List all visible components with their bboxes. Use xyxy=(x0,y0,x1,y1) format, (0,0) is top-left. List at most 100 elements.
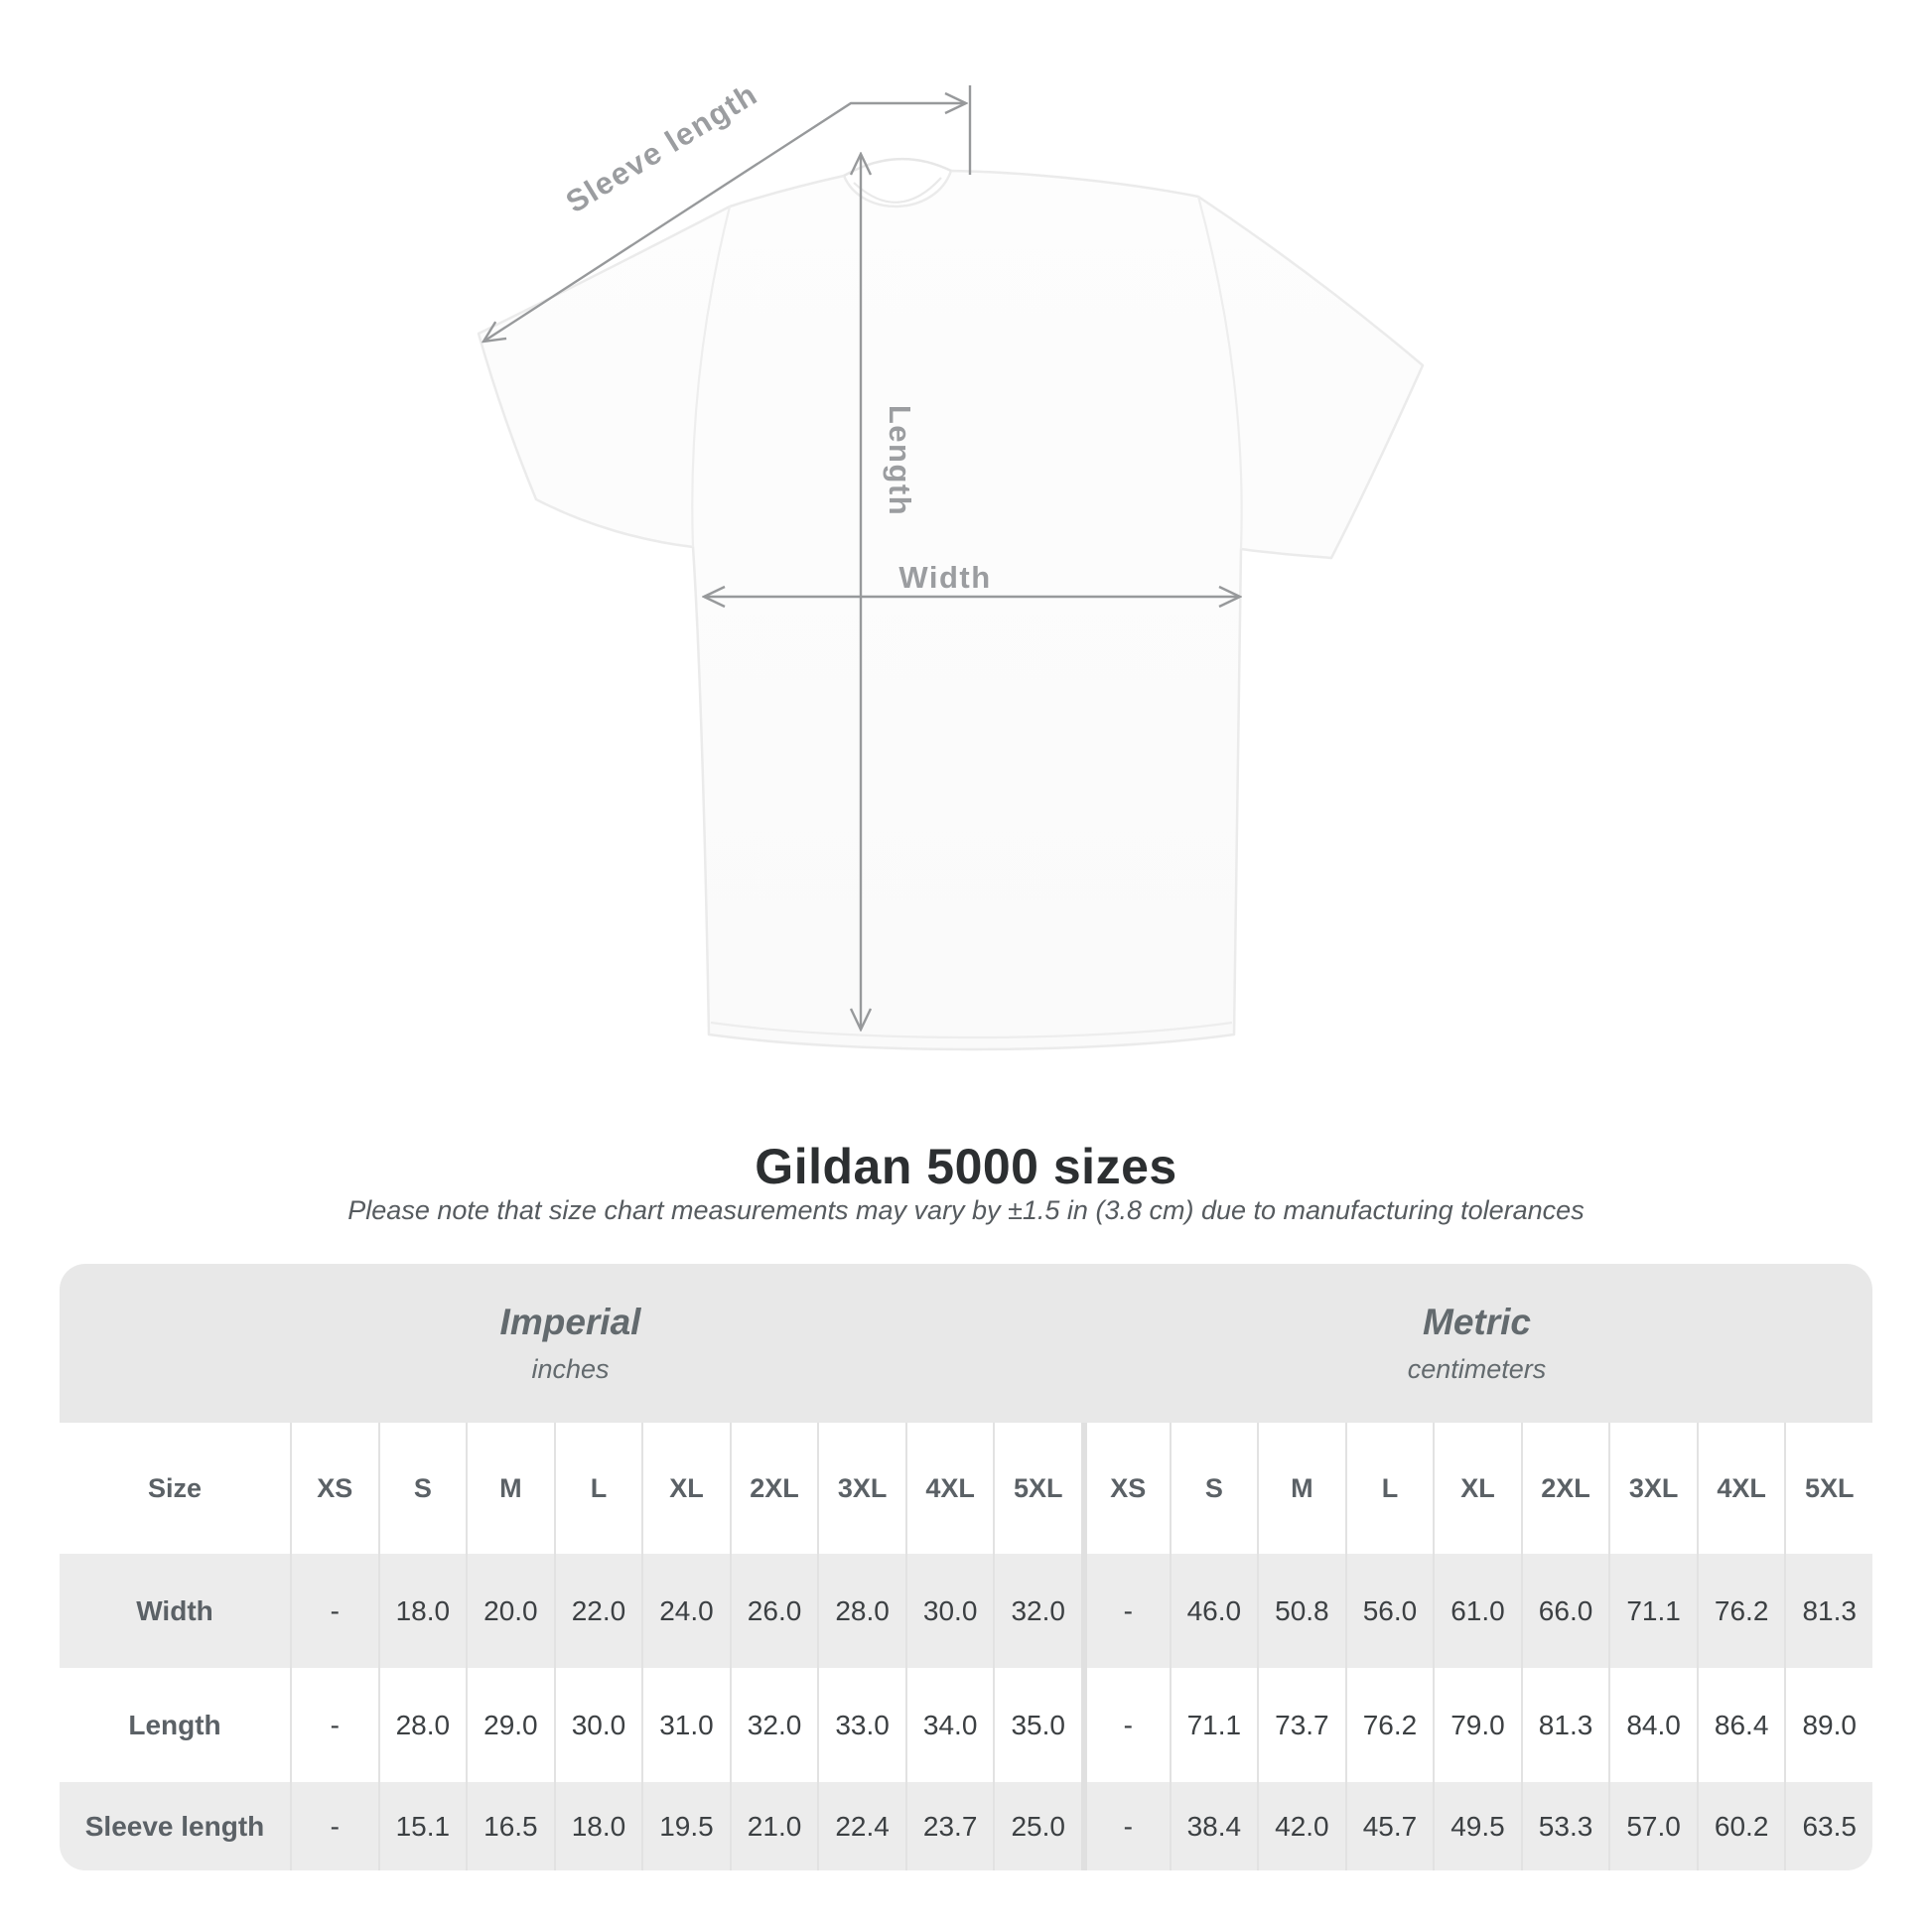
size-header: 5XL xyxy=(1784,1423,1872,1554)
size-header: XL xyxy=(1433,1423,1521,1554)
value-cell: 29.0 xyxy=(466,1668,554,1782)
value-cell: 16.5 xyxy=(466,1782,554,1870)
size-header: M xyxy=(1257,1423,1345,1554)
metric-units: centimeters xyxy=(1407,1354,1547,1384)
size-header: XS xyxy=(1081,1423,1170,1554)
value-cell: 66.0 xyxy=(1520,1554,1609,1668)
value-cell: - xyxy=(290,1554,378,1668)
size-header: 4XL xyxy=(1696,1423,1785,1554)
size-header: M xyxy=(466,1423,554,1554)
value-cell: 21.0 xyxy=(729,1782,818,1870)
size-header: 4XL xyxy=(904,1423,994,1554)
width-label: Width xyxy=(898,560,991,595)
value-cell: 46.0 xyxy=(1169,1554,1258,1668)
value-cell: 35.0 xyxy=(993,1668,1081,1782)
value-cell: 81.3 xyxy=(1520,1668,1609,1782)
value-cell: 42.0 xyxy=(1257,1782,1345,1870)
value-cell: - xyxy=(290,1668,378,1782)
size-header: 5XL xyxy=(993,1423,1081,1554)
value-cell: 45.7 xyxy=(1344,1782,1434,1870)
disclaimer-text: Please note that size chart measurements… xyxy=(347,1195,1585,1225)
value-cell: - xyxy=(290,1782,378,1870)
value-cell: 60.2 xyxy=(1696,1782,1785,1870)
size-header: 3XL xyxy=(817,1423,905,1554)
value-cell: 32.0 xyxy=(729,1668,818,1782)
size-table: Imperial inches Metric centimeters Size X… xyxy=(60,1264,1872,1870)
value-cell: 71.1 xyxy=(1169,1668,1258,1782)
value-cell: 18.0 xyxy=(377,1554,467,1668)
sleeve-length-arrow xyxy=(483,85,972,342)
tshirt-diagram: Sleeve length Length Width xyxy=(477,76,1425,1051)
metric-group-header: Metric centimeters xyxy=(1081,1264,1872,1423)
value-cell: - xyxy=(1081,1668,1170,1782)
value-cell: 15.1 xyxy=(377,1782,467,1870)
value-cell: 18.0 xyxy=(553,1782,642,1870)
measurement-row: Sleeve length -15.1 16.5 18.0 19.5 21.0 22.4 23… xyxy=(60,1782,1872,1870)
value-cell: 76.2 xyxy=(1696,1554,1785,1668)
metric-title: Metric xyxy=(1423,1302,1531,1342)
sleeve-length-label: Sleeve length xyxy=(560,76,763,219)
size-header: XS xyxy=(290,1423,378,1554)
value-cell: 89.0 xyxy=(1784,1668,1872,1782)
value-cell: 20.0 xyxy=(466,1554,554,1668)
size-header: L xyxy=(553,1423,642,1554)
row-label: Length xyxy=(128,1709,221,1740)
value-cell: 57.0 xyxy=(1608,1782,1697,1870)
size-header-row: Size XS S M L XL 2XL 3XL 4XL 5XL XS S M L XL 2XL 3XL 4XL 5… xyxy=(60,1423,1872,1554)
imperial-units: inches xyxy=(531,1354,610,1384)
value-cell: 53.3 xyxy=(1520,1782,1609,1870)
value-cell: 34.0 xyxy=(904,1668,994,1782)
size-header: S xyxy=(1169,1423,1258,1554)
value-cell: 25.0 xyxy=(993,1782,1081,1870)
value-cell: 84.0 xyxy=(1608,1668,1697,1782)
row-label: Width xyxy=(136,1594,213,1626)
value-cell: 76.2 xyxy=(1344,1668,1434,1782)
unit-band: Imperial inches Metric centimeters xyxy=(60,1264,1872,1423)
value-cell: 63.5 xyxy=(1784,1782,1872,1870)
value-cell: 73.7 xyxy=(1257,1668,1345,1782)
value-cell: 50.8 xyxy=(1257,1554,1345,1668)
hem-stitch-line xyxy=(710,1021,1233,1039)
measurement-row: Width -18.0 20.0 22.0 24.0 26.0 28.0 30.0 32.0-4… xyxy=(60,1554,1872,1668)
value-cell: 22.4 xyxy=(817,1782,905,1870)
value-cell: 22.0 xyxy=(553,1554,642,1668)
value-cell: 24.0 xyxy=(641,1554,730,1668)
size-header: 2XL xyxy=(729,1423,818,1554)
length-label: Length xyxy=(883,405,917,516)
size-header: L xyxy=(1344,1423,1434,1554)
value-cell: 81.3 xyxy=(1784,1554,1872,1668)
value-cell: 31.0 xyxy=(641,1668,730,1782)
value-cell: 79.0 xyxy=(1433,1668,1521,1782)
tshirt-graphic xyxy=(477,157,1425,1051)
value-cell: 38.4 xyxy=(1169,1782,1258,1870)
table-rows: Size XS S M L XL 2XL 3XL 4XL 5XL XS S M L XL 2XL 3XL 4XL 5… xyxy=(60,1423,1872,1870)
row-label: Sleeve length xyxy=(84,1810,265,1842)
value-cell: 28.0 xyxy=(377,1668,467,1782)
value-cell: 30.0 xyxy=(553,1668,642,1782)
page-title: Gildan 5000 sizes xyxy=(755,1139,1177,1194)
value-cell: 32.0 xyxy=(993,1554,1081,1668)
value-cell: 61.0 xyxy=(1433,1554,1521,1668)
right-sleeve-seam xyxy=(1196,196,1243,550)
value-cell: 49.5 xyxy=(1433,1782,1521,1870)
imperial-title: Imperial xyxy=(499,1302,641,1342)
imperial-group-header: Imperial inches xyxy=(60,1264,1081,1423)
value-cell: 19.5 xyxy=(641,1782,730,1870)
value-cell: 26.0 xyxy=(729,1554,818,1668)
size-header: 2XL xyxy=(1520,1423,1609,1554)
value-cell: 23.7 xyxy=(904,1782,994,1870)
value-cell: - xyxy=(1081,1782,1170,1870)
size-header: S xyxy=(377,1423,467,1554)
corner-header: Size xyxy=(147,1472,203,1503)
value-cell: 28.0 xyxy=(817,1554,905,1668)
measurement-row: Length -28.0 29.0 30.0 31.0 32.0 33.0 34.0 35.0-… xyxy=(60,1668,1872,1782)
value-cell: - xyxy=(1081,1554,1170,1668)
value-cell: 30.0 xyxy=(904,1554,994,1668)
size-header: XL xyxy=(641,1423,730,1554)
value-cell: 33.0 xyxy=(817,1668,905,1782)
value-cell: 56.0 xyxy=(1344,1554,1434,1668)
size-header: 3XL xyxy=(1608,1423,1697,1554)
value-cell: 71.1 xyxy=(1608,1554,1697,1668)
value-cell: 86.4 xyxy=(1696,1668,1785,1782)
